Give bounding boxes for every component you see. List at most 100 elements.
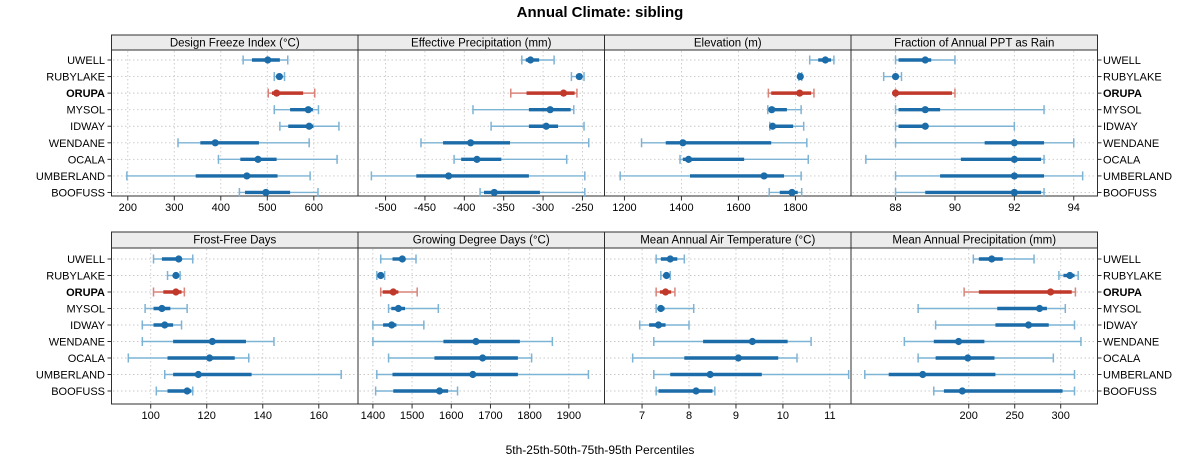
site-label-left: BOOFUSS (51, 386, 105, 398)
median-dot (264, 56, 272, 64)
x-tick-label: 600 (305, 202, 323, 214)
x-tick-label: 100 (142, 410, 160, 422)
site-label-right: RUBYLAKE (1103, 72, 1162, 84)
x-tick-label: 200 (119, 202, 137, 214)
median-dot (275, 72, 283, 81)
median-dot (211, 139, 219, 147)
percentile-legend-caption: 5th-25th-50th-75th-95th Percentiles (505, 443, 695, 457)
x-tick-label: 88 (889, 202, 901, 214)
panel-area (850, 247, 1098, 405)
site-label-right: IDWAY (1103, 320, 1138, 332)
x-tick-label: 92 (1008, 202, 1020, 214)
x-tick-label: 1800 (783, 202, 807, 214)
site-label-right: UWELL (1103, 55, 1141, 67)
panel-area (357, 247, 605, 405)
median-dot (304, 106, 312, 114)
median-dot (657, 304, 665, 313)
median-dot (748, 337, 757, 346)
panel-title: Growing Degree Days (°C) (413, 235, 550, 247)
median-dot (988, 255, 996, 263)
site-label-right: WENDANE (1103, 337, 1159, 349)
median-dot (398, 255, 406, 263)
median-dot (490, 188, 498, 197)
median-dot (958, 387, 966, 395)
median-dot (183, 387, 191, 395)
median-dot (546, 106, 554, 114)
median-dot (891, 89, 900, 97)
median-dot (526, 56, 535, 64)
x-tick-label: -450 (414, 202, 436, 214)
x-tick-label: 90 (949, 202, 961, 214)
median-dot (469, 370, 477, 379)
median-dot (1010, 172, 1018, 180)
median-dot (467, 139, 475, 147)
x-tick-label: 1900 (557, 410, 581, 422)
x-tick-label: 1200 (612, 202, 636, 214)
x-tick-label: 160 (310, 410, 328, 422)
site-label-left: IDWAY (70, 121, 105, 133)
panel-title: Mean Annual Precipitation (mm) (892, 235, 1056, 247)
site-label-left: RUBYLAKE (46, 271, 105, 283)
x-tick-label: 140 (254, 410, 272, 422)
median-dot (661, 288, 670, 296)
median-dot (444, 172, 453, 180)
site-label-right: IDWAY (1103, 121, 1138, 133)
site-label-left: MYSOL (66, 105, 105, 117)
median-dot (1010, 139, 1018, 147)
x-tick-label: 300 (165, 202, 183, 214)
median-dot (788, 188, 796, 197)
site-label-left: UWELL (67, 254, 105, 266)
median-dot (666, 255, 674, 263)
panel-area (850, 49, 1098, 197)
panel-title: Mean Annual Air Temperature (°C) (640, 235, 815, 247)
median-dot (921, 122, 929, 130)
x-tick-label: -400 (453, 202, 475, 214)
site-label-left: WENDANE (49, 138, 105, 150)
median-dot (208, 337, 216, 346)
median-dot (768, 106, 776, 114)
median-dot (194, 370, 202, 379)
site-label-right: OCALA (1103, 353, 1141, 365)
median-dot (919, 370, 927, 379)
x-tick-label: 120 (198, 410, 216, 422)
site-label-left: ORUPA (66, 287, 105, 299)
median-dot (1010, 155, 1018, 163)
x-tick-label: 500 (258, 202, 276, 214)
x-tick-label: 7 (639, 410, 645, 422)
site-label-right: ORUPA (1103, 88, 1142, 100)
x-tick-label: 11 (824, 410, 835, 422)
median-dot (796, 89, 804, 97)
panel-title: Effective Precipitation (mm) (411, 38, 552, 50)
median-dot (1066, 271, 1074, 280)
median-dot (734, 354, 742, 362)
median-dot (305, 122, 313, 130)
median-dot (692, 387, 700, 395)
median-dot (262, 188, 270, 197)
site-label-right: RUBYLAKE (1103, 271, 1162, 283)
x-tick-label: 1400 (361, 410, 385, 422)
median-dot (205, 354, 214, 362)
chart-title: Annual Climate: sibling (516, 4, 684, 21)
x-tick-label: 1400 (669, 202, 693, 214)
site-label-right: OCALA (1103, 154, 1141, 166)
x-tick-label: 1600 (439, 410, 463, 422)
median-dot (662, 271, 671, 280)
median-dot (435, 387, 444, 395)
median-dot (273, 89, 281, 97)
median-dot (389, 288, 397, 296)
median-dot (1024, 321, 1033, 329)
x-tick-label: -300 (532, 202, 554, 214)
site-label-left: WENDANE (49, 337, 105, 349)
panel-area (604, 247, 852, 405)
x-tick-label: 1800 (517, 410, 541, 422)
site-label-left: OCALA (68, 154, 106, 166)
median-dot (377, 271, 385, 280)
panel-title: Frost-Free Days (193, 235, 276, 247)
x-tick-label: 250 (1006, 410, 1024, 422)
site-label-right: ORUPA (1103, 287, 1142, 299)
median-dot (796, 72, 804, 81)
x-tick-label: 1500 (400, 410, 424, 422)
x-tick-label: 1600 (726, 202, 750, 214)
median-dot (158, 304, 166, 313)
